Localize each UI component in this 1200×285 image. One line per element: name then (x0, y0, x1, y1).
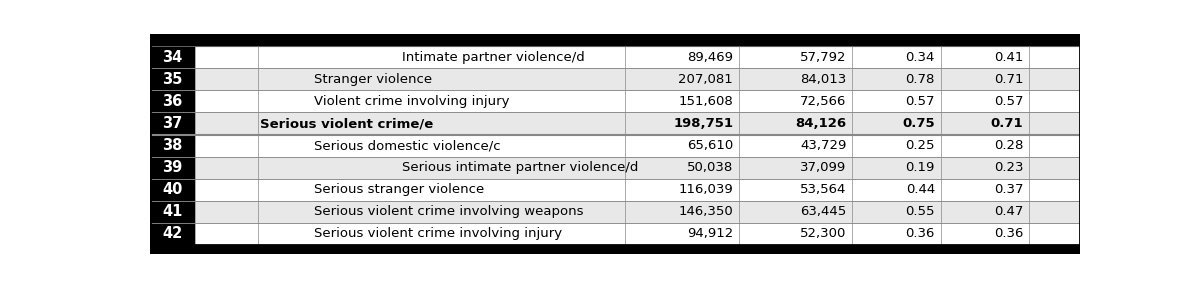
Bar (150, 201, 194, 223)
Bar (150, 135, 1080, 156)
Bar (150, 156, 1080, 179)
Text: Serious intimate partner violence/d: Serious intimate partner violence/d (402, 161, 638, 174)
Bar (150, 223, 194, 245)
Text: 72,566: 72,566 (800, 95, 846, 108)
Text: Serious violent crime/e: Serious violent crime/e (259, 117, 433, 130)
Bar (150, 156, 194, 179)
Text: 89,469: 89,469 (688, 51, 733, 64)
Text: 41: 41 (162, 204, 182, 219)
Text: 0.57: 0.57 (906, 95, 935, 108)
Text: 0.37: 0.37 (994, 183, 1024, 196)
Text: 207,081: 207,081 (678, 73, 733, 86)
Bar (150, 245, 1080, 254)
Bar (150, 46, 1080, 68)
Text: 37: 37 (162, 116, 182, 131)
Text: 84,013: 84,013 (800, 73, 846, 86)
Text: Stranger violence: Stranger violence (313, 73, 432, 86)
Text: 38: 38 (162, 138, 182, 153)
Text: 0.36: 0.36 (906, 227, 935, 240)
Text: 43,729: 43,729 (800, 139, 846, 152)
Text: 0.41: 0.41 (994, 51, 1024, 64)
Text: 40: 40 (162, 182, 182, 197)
Bar (150, 113, 1080, 135)
Text: 0.23: 0.23 (994, 161, 1024, 174)
Text: 52,300: 52,300 (800, 227, 846, 240)
Text: 0.25: 0.25 (906, 139, 935, 152)
Bar (150, 135, 194, 156)
Text: 84,126: 84,126 (796, 117, 846, 130)
Text: 151,608: 151,608 (678, 95, 733, 108)
Text: 146,350: 146,350 (678, 205, 733, 218)
Text: 0.71: 0.71 (994, 73, 1024, 86)
Text: 0.57: 0.57 (994, 95, 1024, 108)
Bar (150, 201, 1080, 223)
Text: 0.47: 0.47 (994, 205, 1024, 218)
Text: 0.28: 0.28 (994, 139, 1024, 152)
Text: 37,099: 37,099 (800, 161, 846, 174)
Text: 35: 35 (162, 72, 182, 87)
Text: 53,564: 53,564 (800, 183, 846, 196)
Bar (150, 68, 194, 90)
Text: 34: 34 (162, 50, 182, 65)
Text: 0.34: 0.34 (906, 51, 935, 64)
Bar (150, 68, 1080, 90)
Bar (150, 179, 194, 201)
Text: Serious violent crime involving weapons: Serious violent crime involving weapons (313, 205, 583, 218)
Bar (150, 90, 1080, 113)
Text: 63,445: 63,445 (800, 205, 846, 218)
Text: 0.71: 0.71 (991, 117, 1024, 130)
Text: 0.55: 0.55 (906, 205, 935, 218)
Text: 57,792: 57,792 (800, 51, 846, 64)
Text: 94,912: 94,912 (686, 227, 733, 240)
Text: 65,610: 65,610 (686, 139, 733, 152)
Bar (150, 90, 194, 113)
Text: 0.36: 0.36 (994, 227, 1024, 240)
Text: 42: 42 (162, 226, 182, 241)
Text: 50,038: 50,038 (686, 161, 733, 174)
Text: 0.78: 0.78 (906, 73, 935, 86)
Bar (150, 179, 1080, 201)
Text: Violent crime involving injury: Violent crime involving injury (313, 95, 509, 108)
Text: Serious domestic violence/c: Serious domestic violence/c (313, 139, 500, 152)
Text: Serious violent crime involving injury: Serious violent crime involving injury (313, 227, 562, 240)
Text: 0.44: 0.44 (906, 183, 935, 196)
Bar (150, 34, 1080, 46)
Bar (150, 46, 194, 68)
Text: 39: 39 (162, 160, 182, 175)
Bar (150, 223, 1080, 245)
Text: Intimate partner violence/d: Intimate partner violence/d (402, 51, 584, 64)
Text: 198,751: 198,751 (673, 117, 733, 130)
Text: 0.75: 0.75 (902, 117, 935, 130)
Text: Serious stranger violence: Serious stranger violence (313, 183, 484, 196)
Text: 0.19: 0.19 (906, 161, 935, 174)
Text: 116,039: 116,039 (678, 183, 733, 196)
Bar (150, 113, 194, 135)
Text: 36: 36 (162, 94, 182, 109)
